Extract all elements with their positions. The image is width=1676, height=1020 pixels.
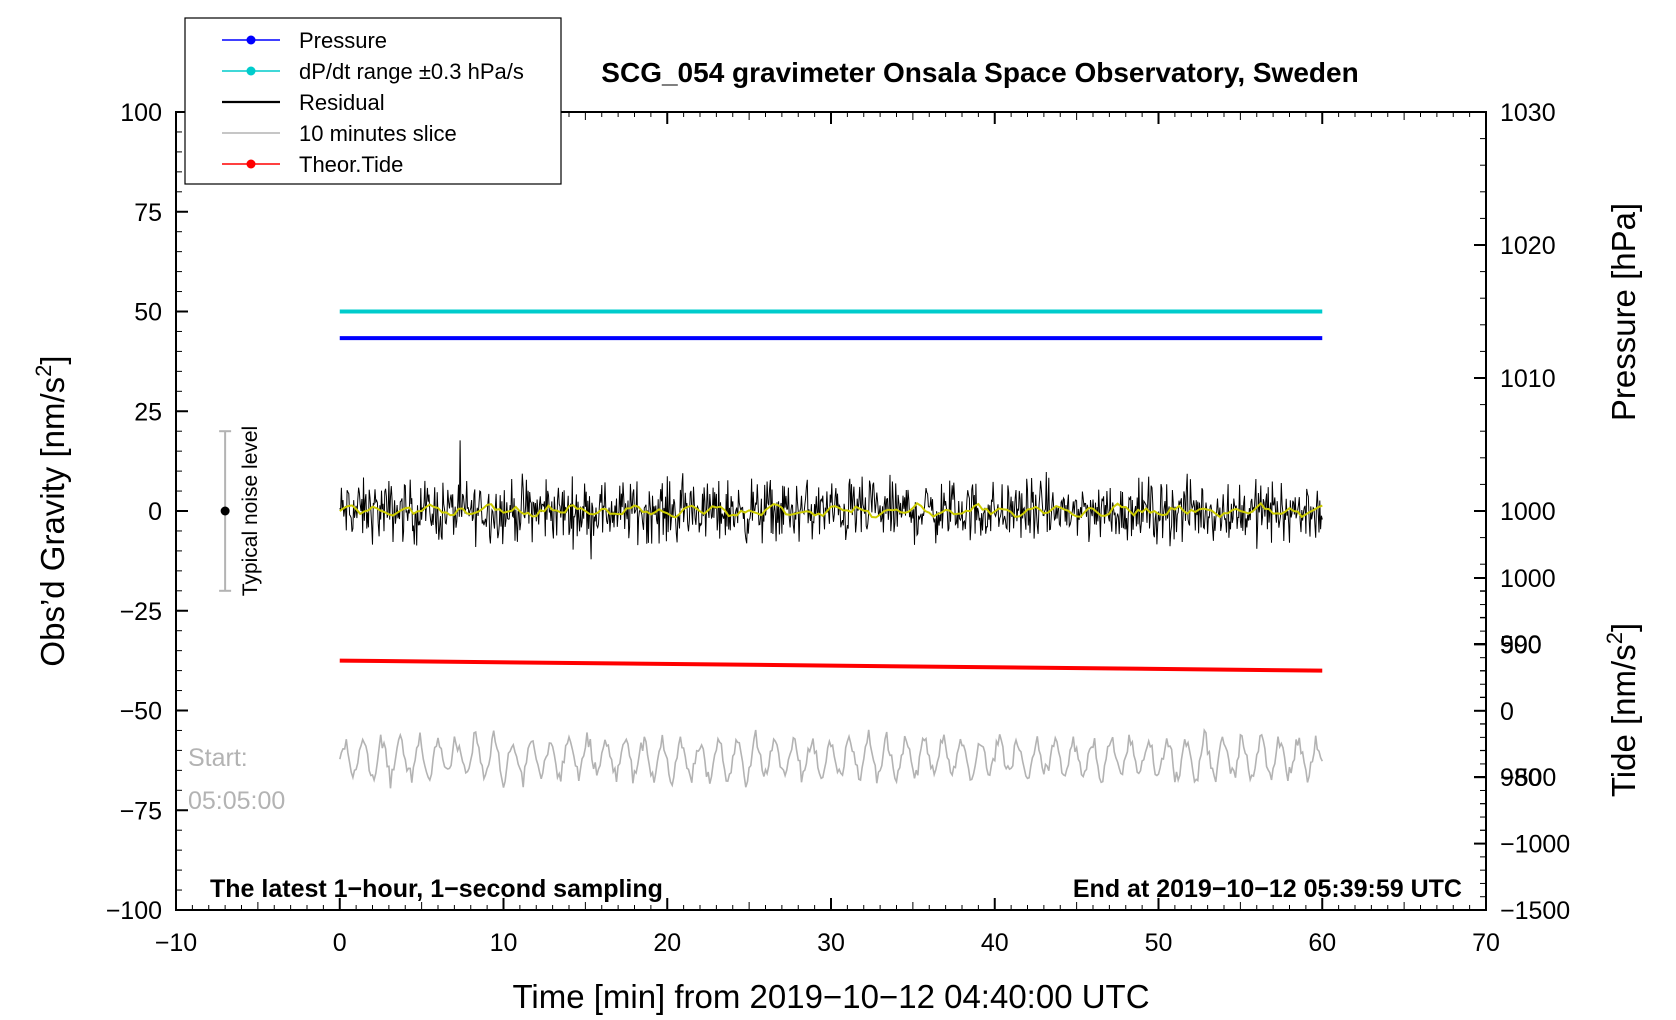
- y-tick-label: 100: [120, 99, 162, 127]
- x-tick-label: 40: [981, 929, 1009, 957]
- start-time: 05:05:00: [188, 787, 285, 815]
- noise-level-indicator: Typical noise level: [219, 426, 262, 596]
- residual-series-line: [339, 440, 1323, 560]
- tick-layer: −10 0 10 20 30 40 50 60 70−100−75−50−25025507510…: [106, 99, 1571, 957]
- y-axis-tide-title-main: Tide [nm/s: [1605, 644, 1642, 797]
- start-label: Start:: [188, 744, 248, 772]
- x-tick-label: 0: [333, 929, 347, 957]
- sampling-note: The latest 1−hour, 1−second sampling: [210, 875, 663, 903]
- y-axis-tide-title-sup: 2: [1602, 632, 1627, 644]
- legend-entries: Pressure dP/dt range ±0.3 hPa/s Residual 10…: [222, 28, 524, 177]
- y-axis-pressure-title: Pressure [hPa]: [1605, 203, 1642, 421]
- pressure-tick-label: 1030: [1500, 99, 1556, 127]
- x-tick-label: 20: [653, 929, 681, 957]
- y-tick-label: −25: [120, 598, 162, 626]
- tide-tick-label: −1000: [1500, 831, 1570, 859]
- pressure-tick-label: 1020: [1500, 232, 1556, 260]
- residual-smoothed-line: [339, 501, 1323, 519]
- y-axis-left-title: Obs’d Gravity [nm/s2]: [31, 355, 71, 666]
- pressure-tick-label: 990: [1500, 631, 1542, 659]
- y-axis-left-title-sup: 2: [31, 365, 56, 377]
- series-layer: [339, 309, 1324, 789]
- noise-level-label: Typical noise level: [239, 426, 262, 596]
- pressure-tick-label: 980: [1500, 764, 1542, 792]
- legend-marker: [246, 66, 256, 76]
- y-tick-label: 25: [134, 398, 162, 426]
- slice-series-line: [339, 727, 1324, 789]
- pressure-tick-label: 1010: [1500, 365, 1556, 393]
- x-tick-label: −10: [155, 929, 197, 957]
- y-tick-label: −100: [106, 897, 162, 925]
- y-tick-label: 0: [148, 498, 162, 526]
- end-time-note: End at 2019−10−12 05:39:59 UTC: [1073, 875, 1462, 903]
- tide-tick-label: −1500: [1500, 897, 1570, 925]
- plot-frame: [175, 111, 1487, 911]
- x-tick-label: 70: [1472, 929, 1500, 957]
- pressure-tick-label: 1000: [1500, 498, 1556, 526]
- y-tick-label: −75: [120, 797, 162, 825]
- x-tick-label: 60: [1308, 929, 1336, 957]
- legend-marker: [246, 35, 256, 45]
- legend-label: Theor.Tide: [299, 152, 403, 177]
- y-axis-left-title-main: Obs’d Gravity [nm/s: [34, 377, 71, 667]
- legend-label: dP/dt range ±0.3 hPa/s: [299, 59, 524, 84]
- legend-label: Residual: [299, 90, 385, 115]
- tide-tick-label: 0: [1500, 698, 1514, 726]
- y-axis-tide-title: Tide [nm/s2]: [1602, 623, 1642, 797]
- y-tick-label: 75: [134, 199, 162, 227]
- x-axis-title: Time [min] from 2019−10−12 04:40:00 UTC: [512, 978, 1149, 1015]
- tide-series-line: [339, 658, 1323, 673]
- tide-tick-label: 1000: [1500, 565, 1556, 593]
- y-tick-label: 50: [134, 299, 162, 327]
- tide-tick-label: −500: [1500, 764, 1556, 792]
- legend-marker: [246, 159, 256, 169]
- tide-tick-label: 500: [1500, 631, 1542, 659]
- noise-bar-center-dot: [220, 506, 230, 516]
- y-tick-label: −50: [120, 698, 162, 726]
- x-tick-label: 50: [1145, 929, 1173, 957]
- chart-title: SCG_054 gravimeter Onsala Space Observat…: [601, 57, 1358, 88]
- y-axis-tide-title-end: ]: [1605, 623, 1642, 632]
- x-tick-label: 30: [817, 929, 845, 957]
- legend-label: Pressure: [299, 28, 387, 53]
- legend: Pressure dP/dt range ±0.3 hPa/s Residual 10…: [184, 17, 562, 185]
- y-axis-left-title-end: ]: [34, 355, 71, 364]
- legend-label: 10 minutes slice: [299, 121, 457, 146]
- x-tick-label: 10: [490, 929, 518, 957]
